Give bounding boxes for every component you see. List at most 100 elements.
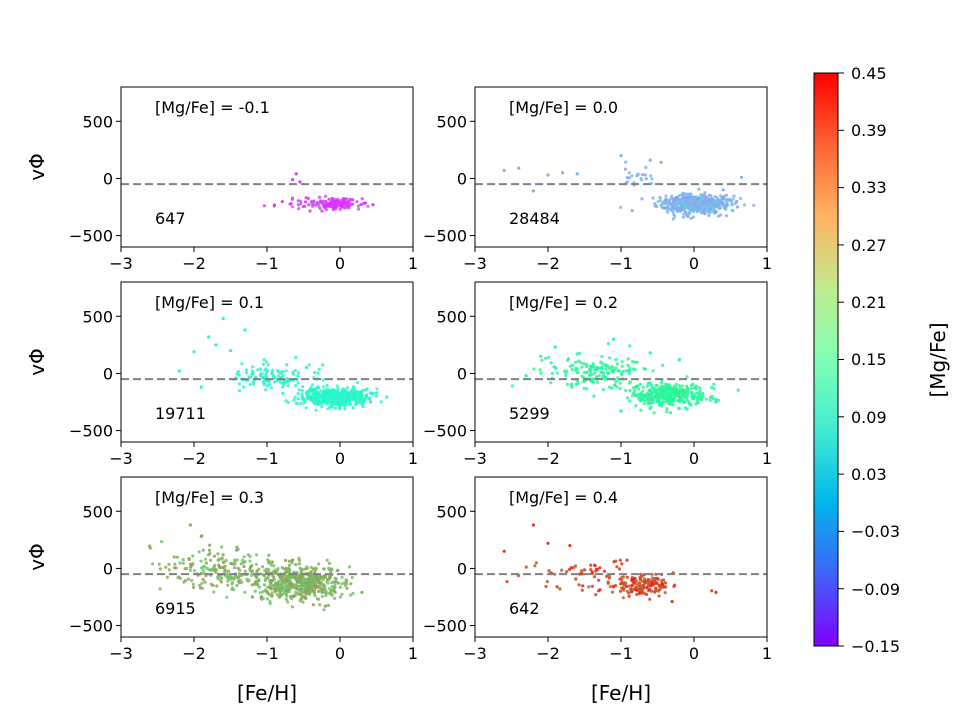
- data-point: [235, 545, 239, 549]
- data-point: [300, 392, 304, 397]
- data-point: [355, 390, 359, 394]
- data-point: [581, 380, 586, 384]
- data-point: [667, 203, 671, 207]
- data-point: [316, 579, 320, 583]
- data-point: [270, 579, 274, 583]
- data-point: [615, 565, 619, 569]
- data-point: [709, 203, 713, 207]
- data-point: [638, 382, 643, 386]
- data-point: [321, 363, 325, 367]
- x-tick-label: 1: [762, 644, 772, 663]
- data-point: [614, 559, 618, 563]
- data-point: [252, 382, 256, 386]
- x-tick-label: −2: [182, 644, 206, 663]
- data-point: [238, 578, 242, 582]
- data-point: [283, 558, 287, 563]
- data-point: [271, 583, 276, 588]
- data-point: [613, 383, 617, 388]
- data-point: [385, 395, 389, 399]
- data-point: [650, 383, 654, 387]
- data-point: [725, 201, 729, 205]
- data-point: [655, 399, 659, 403]
- data-point: [732, 194, 736, 198]
- data-point: [285, 588, 289, 592]
- data-point: [664, 382, 668, 386]
- data-point: [322, 587, 326, 591]
- data-point: [359, 402, 363, 406]
- colorbar-tick: 0.15: [838, 350, 887, 369]
- data-point: [315, 574, 319, 579]
- data-point: [290, 197, 294, 201]
- data-point: [333, 585, 337, 589]
- data-point: [297, 371, 301, 375]
- data-point: [296, 374, 300, 378]
- data-point: [350, 575, 354, 580]
- data-point: [697, 391, 702, 395]
- data-point: [546, 541, 550, 545]
- data-point: [192, 585, 196, 590]
- colorbar-tick: 0.33: [838, 178, 887, 197]
- data-point: [291, 205, 295, 209]
- data-point: [669, 197, 673, 201]
- data-point: [560, 568, 564, 572]
- data-point: [736, 388, 740, 392]
- data-point: [320, 209, 324, 213]
- data-point: [187, 557, 191, 562]
- x-tick-label: 1: [762, 449, 772, 468]
- panel-title: [Mg/Fe] = 0.2: [509, 293, 618, 312]
- data-point: [671, 217, 675, 221]
- x-tick-label: 0: [335, 644, 345, 663]
- colorbar-tick: 0.45: [838, 64, 887, 83]
- data-point: [608, 385, 612, 389]
- data-point: [199, 534, 203, 539]
- data-point: [633, 368, 637, 372]
- x-tick-label: −1: [255, 644, 279, 663]
- data-point: [582, 568, 586, 572]
- data-point: [316, 589, 321, 594]
- data-point: [622, 588, 626, 592]
- y-tick-label: −500: [69, 422, 113, 441]
- data-point: [203, 557, 208, 561]
- data-point: [577, 359, 581, 363]
- colorbar-tick: 0.03: [838, 465, 887, 484]
- data-point: [697, 187, 701, 191]
- data-point: [622, 575, 626, 579]
- data-point: [670, 207, 675, 211]
- data-point: [197, 550, 201, 554]
- data-point: [354, 399, 358, 403]
- data-point: [321, 590, 325, 594]
- data-point: [585, 371, 589, 375]
- data-point: [628, 381, 632, 385]
- colorbar-tick-label: 0.45: [851, 64, 887, 83]
- data-point: [575, 172, 579, 176]
- x-tick-label: 0: [335, 254, 345, 273]
- data-point: [292, 570, 296, 574]
- data-point: [686, 192, 690, 196]
- data-point: [289, 581, 293, 586]
- data-point: [618, 381, 622, 385]
- data-point: [315, 201, 319, 205]
- data-point: [693, 386, 697, 390]
- data-point: [664, 194, 668, 198]
- data-point: [202, 571, 206, 575]
- data-point: [296, 592, 300, 596]
- data-point: [286, 400, 290, 404]
- data-point: [650, 177, 654, 181]
- data-point: [681, 196, 685, 200]
- data-point: [190, 578, 194, 583]
- colorbar-tick-label: −0.03: [851, 522, 900, 541]
- data-point: [683, 204, 687, 208]
- data-point: [628, 399, 632, 403]
- data-point: [340, 592, 344, 596]
- data-point: [663, 206, 667, 210]
- data-point: [319, 389, 323, 393]
- data-point: [680, 384, 684, 388]
- data-point: [221, 317, 225, 321]
- data-point: [663, 581, 668, 585]
- data-point: [324, 589, 328, 594]
- data-point: [358, 391, 362, 395]
- x-tick-label: −2: [536, 449, 560, 468]
- data-point: [647, 400, 651, 404]
- data-point: [284, 399, 288, 403]
